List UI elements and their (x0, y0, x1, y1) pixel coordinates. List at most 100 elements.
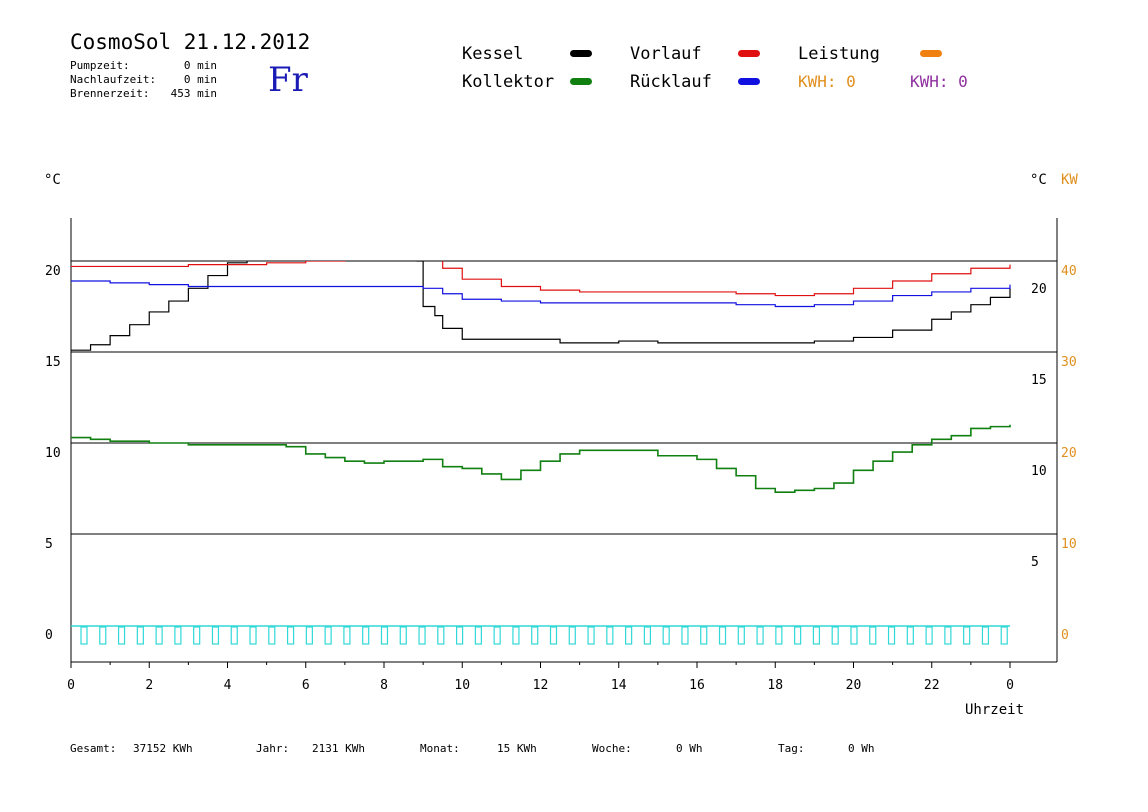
stat-value-pumpzeit: 0 min (183, 59, 217, 72)
x-tick-label-0: 0 (67, 678, 75, 693)
series-line-kessel (71, 261, 1011, 351)
y-tick-right-temp-15: 15 (1031, 373, 1047, 388)
y-tick-right-kw-0: 0 (1061, 628, 1069, 643)
pump-pulse (512, 626, 520, 645)
pump-pulse (117, 626, 126, 645)
pump-pulse (643, 626, 652, 645)
legend-leistung-label: Leistung (798, 44, 880, 64)
pump-pulse (681, 626, 689, 645)
y-tick-left-5: 5 (45, 537, 53, 552)
y-tick-right-kw-20: 20 (1061, 446, 1077, 461)
pump-pulse (324, 626, 332, 645)
chart-series (71, 261, 1011, 645)
stat-value-nachlaufzeit: 0 min (183, 73, 217, 86)
pump-pulse (418, 626, 426, 645)
series-line-ruecklauf (71, 280, 1011, 308)
pump-pulse (456, 626, 464, 645)
x-tick-label-2: 4 (224, 678, 232, 693)
stat-label-pumpzeit: Pumpzeit: (70, 59, 130, 72)
pump-pulse (136, 626, 144, 645)
x-tick-label-11: 22 (924, 678, 940, 693)
pump-pulse (437, 626, 445, 645)
x-tick-label-3: 6 (302, 678, 310, 693)
x-tick-label-12: 0 (1006, 678, 1014, 693)
pump-pulse (831, 626, 839, 645)
series-line-kollektor (71, 424, 1011, 493)
pump-pulse (362, 626, 370, 645)
left-axis-unit: °C (44, 172, 61, 188)
pump-pulse (380, 626, 389, 645)
pump-pulse (662, 626, 670, 645)
footer-jahr-label: Jahr: (256, 742, 290, 755)
legend-vorlauf-swatch (738, 50, 760, 57)
pump-pulse (549, 626, 558, 645)
stat-label-nachlaufzeit: Nachlaufzeit: (70, 73, 157, 86)
y-tick-right-kw-30: 30 (1061, 355, 1077, 370)
footer-monat-value: 15 KWh (497, 742, 537, 755)
pump-pulse (155, 626, 163, 645)
legend-leistung-swatch (920, 50, 942, 57)
footer-tag-label: Tag: (778, 742, 805, 755)
footer-woche-label: Woche: (592, 742, 632, 755)
pump-pulse (606, 626, 614, 645)
legend-kollektor-label: Kollektor (462, 72, 555, 92)
series-line-vorlauf (71, 261, 1011, 297)
x-axis-label: Uhrzeit (965, 702, 1025, 718)
pump-pulse (775, 626, 783, 645)
footer-gesamt-value: 37152 KWh (133, 742, 193, 755)
chart-title: CosmoSol 21.12.2012 (70, 30, 311, 54)
y-tick-right-kw-40: 40 (1061, 264, 1077, 279)
weekday-label: Fr (268, 60, 308, 100)
chart-grid (70, 218, 1058, 663)
pump-pulse (700, 626, 708, 645)
pump-pulse (794, 626, 802, 645)
pump-pulse (531, 626, 539, 645)
legend-kessel-label: Kessel (462, 44, 524, 64)
stat-value-brennerzeit: 453 min (170, 87, 217, 100)
pump-pulse (587, 626, 595, 645)
pump-pulse (286, 626, 295, 645)
pump-pulse (474, 626, 482, 645)
kwh-total-1: KWH: 0 (798, 72, 856, 91)
y-tick-left-10: 10 (45, 446, 61, 461)
footer-woche-value: 0 Wh (676, 742, 703, 755)
y-tick-left-0: 0 (45, 628, 53, 643)
pump-pulse (305, 626, 313, 645)
pump-pulse (944, 626, 952, 645)
pump-pulse (80, 626, 88, 645)
legend-vorlauf-label: Vorlauf (630, 44, 702, 64)
legend-ruecklauf-swatch (738, 78, 760, 85)
pump-pulse (230, 626, 238, 645)
pump-pulse (756, 626, 764, 645)
y-tick-right-temp-5: 5 (1031, 555, 1039, 570)
pump-pulse (211, 626, 220, 645)
y-tick-right-kw-10: 10 (1061, 537, 1077, 552)
pump-pulse (249, 626, 257, 645)
pump-pulse (981, 626, 990, 645)
x-tick-label-4: 8 (380, 678, 388, 693)
pump-signal (71, 625, 1010, 645)
legend-kollektor-swatch (570, 78, 592, 85)
y-tick-left-15: 15 (45, 355, 61, 370)
x-tick-label-9: 18 (767, 678, 783, 693)
pump-pulse (399, 626, 407, 645)
x-tick-label-7: 14 (611, 678, 627, 693)
y-tick-right-temp-20: 20 (1031, 282, 1047, 297)
pump-pulse (99, 626, 107, 645)
pump-pulse (906, 626, 914, 645)
footer-monat-label: Monat: (420, 742, 460, 755)
x-tick-label-1: 2 (145, 678, 153, 693)
y-tick-right-temp-10: 10 (1031, 464, 1047, 479)
right-axis-unit-kw: KW (1061, 172, 1078, 188)
pump-pulse (718, 626, 727, 645)
right-axis-unit: °C (1030, 172, 1047, 188)
chart-ticks: 0 5 10 15 20 5 10 15 20 0 10 20 30 40 0 2 4 6 8 10 12 14 16 18 2… (45, 264, 1077, 693)
pump-pulse (343, 626, 351, 645)
pump-pulse (737, 626, 745, 645)
x-tick-label-8: 16 (689, 678, 705, 693)
footer-tag-value: 0 Wh (848, 742, 875, 755)
legend-kessel-swatch (570, 50, 592, 57)
footer-gesamt-label: Gesamt: (70, 742, 117, 755)
pump-pulse (963, 626, 971, 645)
